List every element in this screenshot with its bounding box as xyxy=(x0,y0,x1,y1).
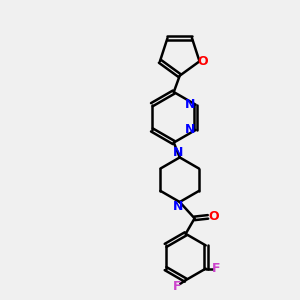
Text: O: O xyxy=(197,55,208,68)
Text: F: F xyxy=(212,262,220,275)
Text: N: N xyxy=(173,146,183,160)
Text: O: O xyxy=(208,210,219,224)
Text: F: F xyxy=(173,280,182,292)
Text: N: N xyxy=(185,98,196,111)
Text: N: N xyxy=(173,200,183,213)
Text: N: N xyxy=(185,123,196,136)
